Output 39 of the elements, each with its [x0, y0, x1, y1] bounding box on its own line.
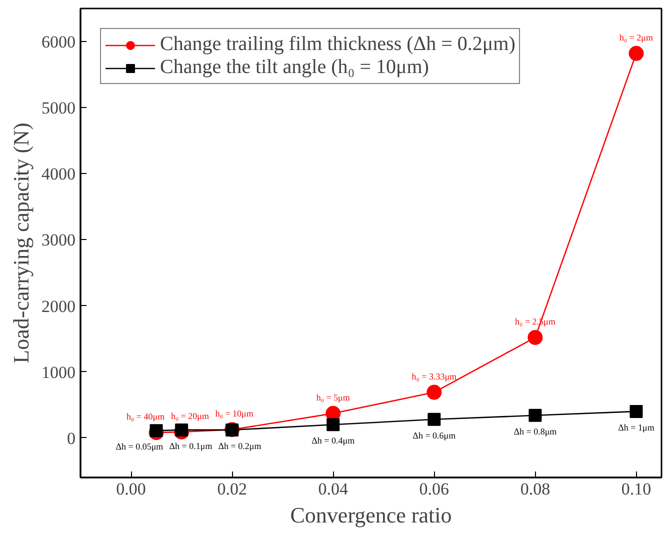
annotation: Δh = 0.2μm: [218, 440, 262, 451]
y-tick-label: 1000: [42, 362, 76, 382]
annotation: Δh = 0.1μm: [169, 440, 212, 451]
annotation: Δh = 0.6μm: [412, 430, 456, 440]
point: [326, 418, 340, 432]
point: [426, 384, 442, 400]
point: [528, 408, 542, 422]
point: [630, 404, 643, 418]
x-tick-label: 0.06: [419, 480, 450, 498]
annotation: h₀ = 40μm: [126, 412, 165, 422]
y-axis-title: Load-carrying capacity (N): [8, 122, 34, 364]
y-tick-label: 2000: [42, 296, 76, 316]
point: [428, 412, 441, 426]
y-tick-label: 6000: [42, 32, 76, 52]
annotation: Δh = 0.05μm: [116, 442, 164, 452]
legend-label: Change the tilt angle (h₀ = 10μm): [160, 56, 429, 79]
point: [528, 330, 543, 345]
y-tick-label: 3000: [42, 230, 76, 250]
point: [150, 424, 163, 438]
point: [628, 46, 644, 61]
point: [175, 423, 188, 436]
x-tick-label: 0.02: [217, 480, 247, 498]
x-axis-title: Convergence ratio: [290, 502, 452, 528]
annotation: h₀ = 3.33μm: [412, 371, 457, 382]
y-tick-label: 5000: [42, 98, 76, 118]
y-tick-label: 0: [67, 428, 76, 448]
legend-label: Change trailing film thickness (Δh = 0.2μm): [160, 33, 516, 56]
x-tick-label: 0.08: [520, 480, 550, 498]
annotation: Δh = 0.8μm: [514, 426, 557, 436]
annotation: h₀ = 10μm: [215, 408, 254, 419]
annotation: h₀ = 2μm: [619, 32, 654, 42]
annotation: h₀ = 20μm: [170, 410, 209, 421]
x-tick-label: 0.04: [318, 480, 348, 498]
annotation: Δh = 1μm: [618, 422, 654, 432]
x-tick-label: 0.10: [621, 480, 652, 498]
y-tick-label: 4000: [42, 164, 76, 184]
annotation: Δh = 0.4μm: [312, 436, 355, 446]
x-tick-label: 0.00: [116, 480, 146, 498]
annotation: h₀ = 5μm: [316, 392, 350, 402]
